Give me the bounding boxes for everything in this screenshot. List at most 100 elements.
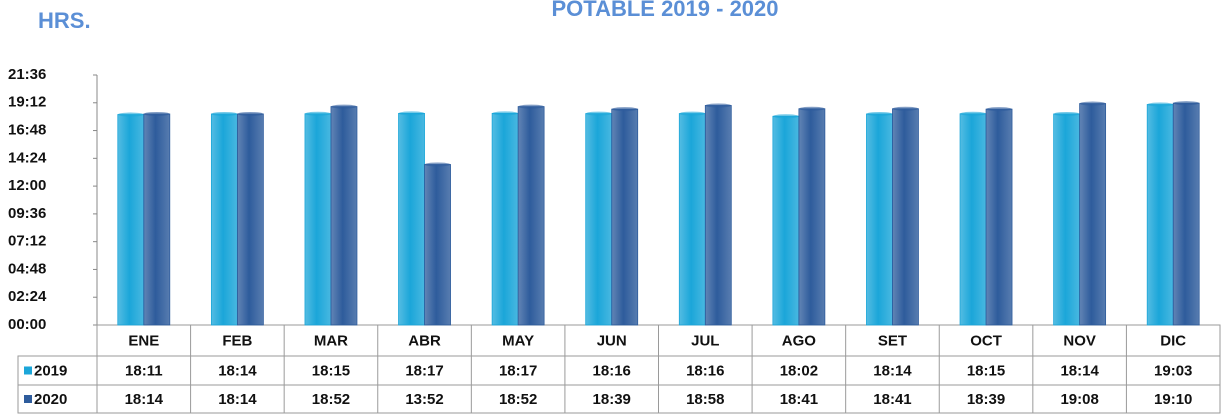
x-tick-label: MAY: [502, 332, 534, 349]
y-tick-label: 09:36: [8, 205, 46, 222]
value-label: 18:14: [1060, 362, 1099, 379]
bar-top: [398, 111, 425, 116]
value-label: 18:11: [125, 362, 163, 379]
bar-top: [117, 112, 144, 117]
value-label: 18:02: [780, 362, 818, 379]
value-label: 18:14: [218, 362, 257, 379]
chart-title: POTABLE 2019 - 2020: [551, 0, 778, 21]
x-tick-label: AGO: [782, 332, 817, 349]
bar-top: [892, 106, 919, 111]
legend-swatch: [24, 395, 32, 403]
bar-top: [772, 114, 799, 119]
x-tick-label: JUL: [691, 332, 719, 349]
value-label: 18:41: [873, 391, 911, 408]
y-tick-label: 14:24: [8, 149, 47, 166]
bar-top: [211, 111, 238, 116]
bar-top: [237, 111, 264, 116]
bar-top: [330, 104, 357, 109]
x-tick-label: ABR: [408, 332, 441, 349]
bar: [959, 113, 987, 326]
legend-label: 2020: [34, 391, 67, 408]
bar: [1146, 104, 1174, 326]
value-label: 18:41: [780, 391, 818, 408]
bar: [304, 113, 332, 326]
bar-top: [492, 111, 519, 116]
x-tick-label: FEB: [222, 332, 252, 349]
bar-top: [424, 162, 451, 167]
value-label: 18:17: [405, 362, 443, 379]
bar-top: [1079, 101, 1106, 106]
bar: [772, 115, 800, 326]
value-label: 18:14: [873, 362, 912, 379]
x-tick-label: DIC: [1160, 332, 1186, 349]
bar: [491, 112, 519, 326]
legend-label: 2019: [34, 362, 67, 379]
value-label: 18:39: [593, 391, 631, 408]
value-label: 18:58: [686, 391, 724, 408]
y-tick-label: 07:12: [8, 233, 46, 250]
x-tick-label: NOV: [1063, 332, 1096, 349]
bar-top: [585, 111, 612, 116]
bar-top: [143, 111, 170, 116]
bar-top: [304, 111, 331, 116]
bar: [398, 112, 425, 326]
bar: [704, 105, 732, 326]
bar: [330, 106, 358, 326]
bar-top: [960, 111, 987, 116]
bar-top: [866, 111, 893, 116]
value-label: 18:52: [312, 391, 350, 408]
value-label: 18:14: [125, 391, 164, 408]
x-tick-label: ENE: [128, 332, 159, 349]
y-tick-label: 16:48: [8, 122, 46, 139]
value-label: 18:16: [686, 362, 724, 379]
bar-top: [705, 103, 732, 108]
y-tick-label: 12:00: [8, 177, 46, 194]
x-tick-label: SET: [878, 332, 907, 349]
value-label: 18:15: [312, 362, 350, 379]
bar-top: [518, 104, 545, 109]
value-label: 19:08: [1060, 391, 1098, 408]
y-tick-label: 02:24: [8, 288, 47, 305]
bar: [210, 113, 238, 326]
value-label: 18:17: [499, 362, 537, 379]
bar-top: [1053, 111, 1080, 116]
bar-top: [1147, 102, 1174, 107]
bar: [866, 113, 893, 326]
bar: [117, 114, 145, 326]
bar: [143, 113, 171, 326]
y-tick-label: 00:00: [8, 316, 46, 333]
bar: [1053, 113, 1081, 326]
value-label: 18:39: [967, 391, 1005, 408]
value-label: 18:52: [499, 391, 537, 408]
y-tick-label: 19:12: [8, 94, 46, 111]
y-tick-label: 21:36: [8, 66, 46, 83]
x-tick-label: JUN: [597, 332, 627, 349]
legend-swatch: [24, 366, 32, 375]
bar: [611, 108, 639, 326]
bar: [517, 106, 545, 326]
value-label: 13:52: [405, 391, 443, 408]
bar: [892, 108, 919, 326]
bar-top: [611, 107, 638, 112]
value-label: 18:15: [967, 362, 1005, 379]
value-label: 18:14: [218, 391, 257, 408]
y-tick-label: 04:48: [8, 260, 46, 277]
bar: [424, 164, 451, 326]
y-axis-label: HRS.: [38, 8, 91, 33]
value-label: 19:10: [1154, 391, 1192, 408]
x-tick-label: OCT: [970, 332, 1002, 349]
bar: [798, 108, 826, 326]
bar-top: [1173, 101, 1200, 106]
bar: [236, 113, 264, 326]
value-label: 18:16: [593, 362, 631, 379]
bar: [1079, 103, 1107, 326]
bar-top: [798, 106, 825, 111]
bar: [985, 108, 1013, 326]
bar: [585, 113, 613, 326]
bar-top: [679, 111, 706, 116]
bar-top: [986, 107, 1013, 112]
bar: [1172, 102, 1200, 326]
x-tick-label: MAR: [314, 332, 348, 349]
bar: [678, 113, 706, 326]
